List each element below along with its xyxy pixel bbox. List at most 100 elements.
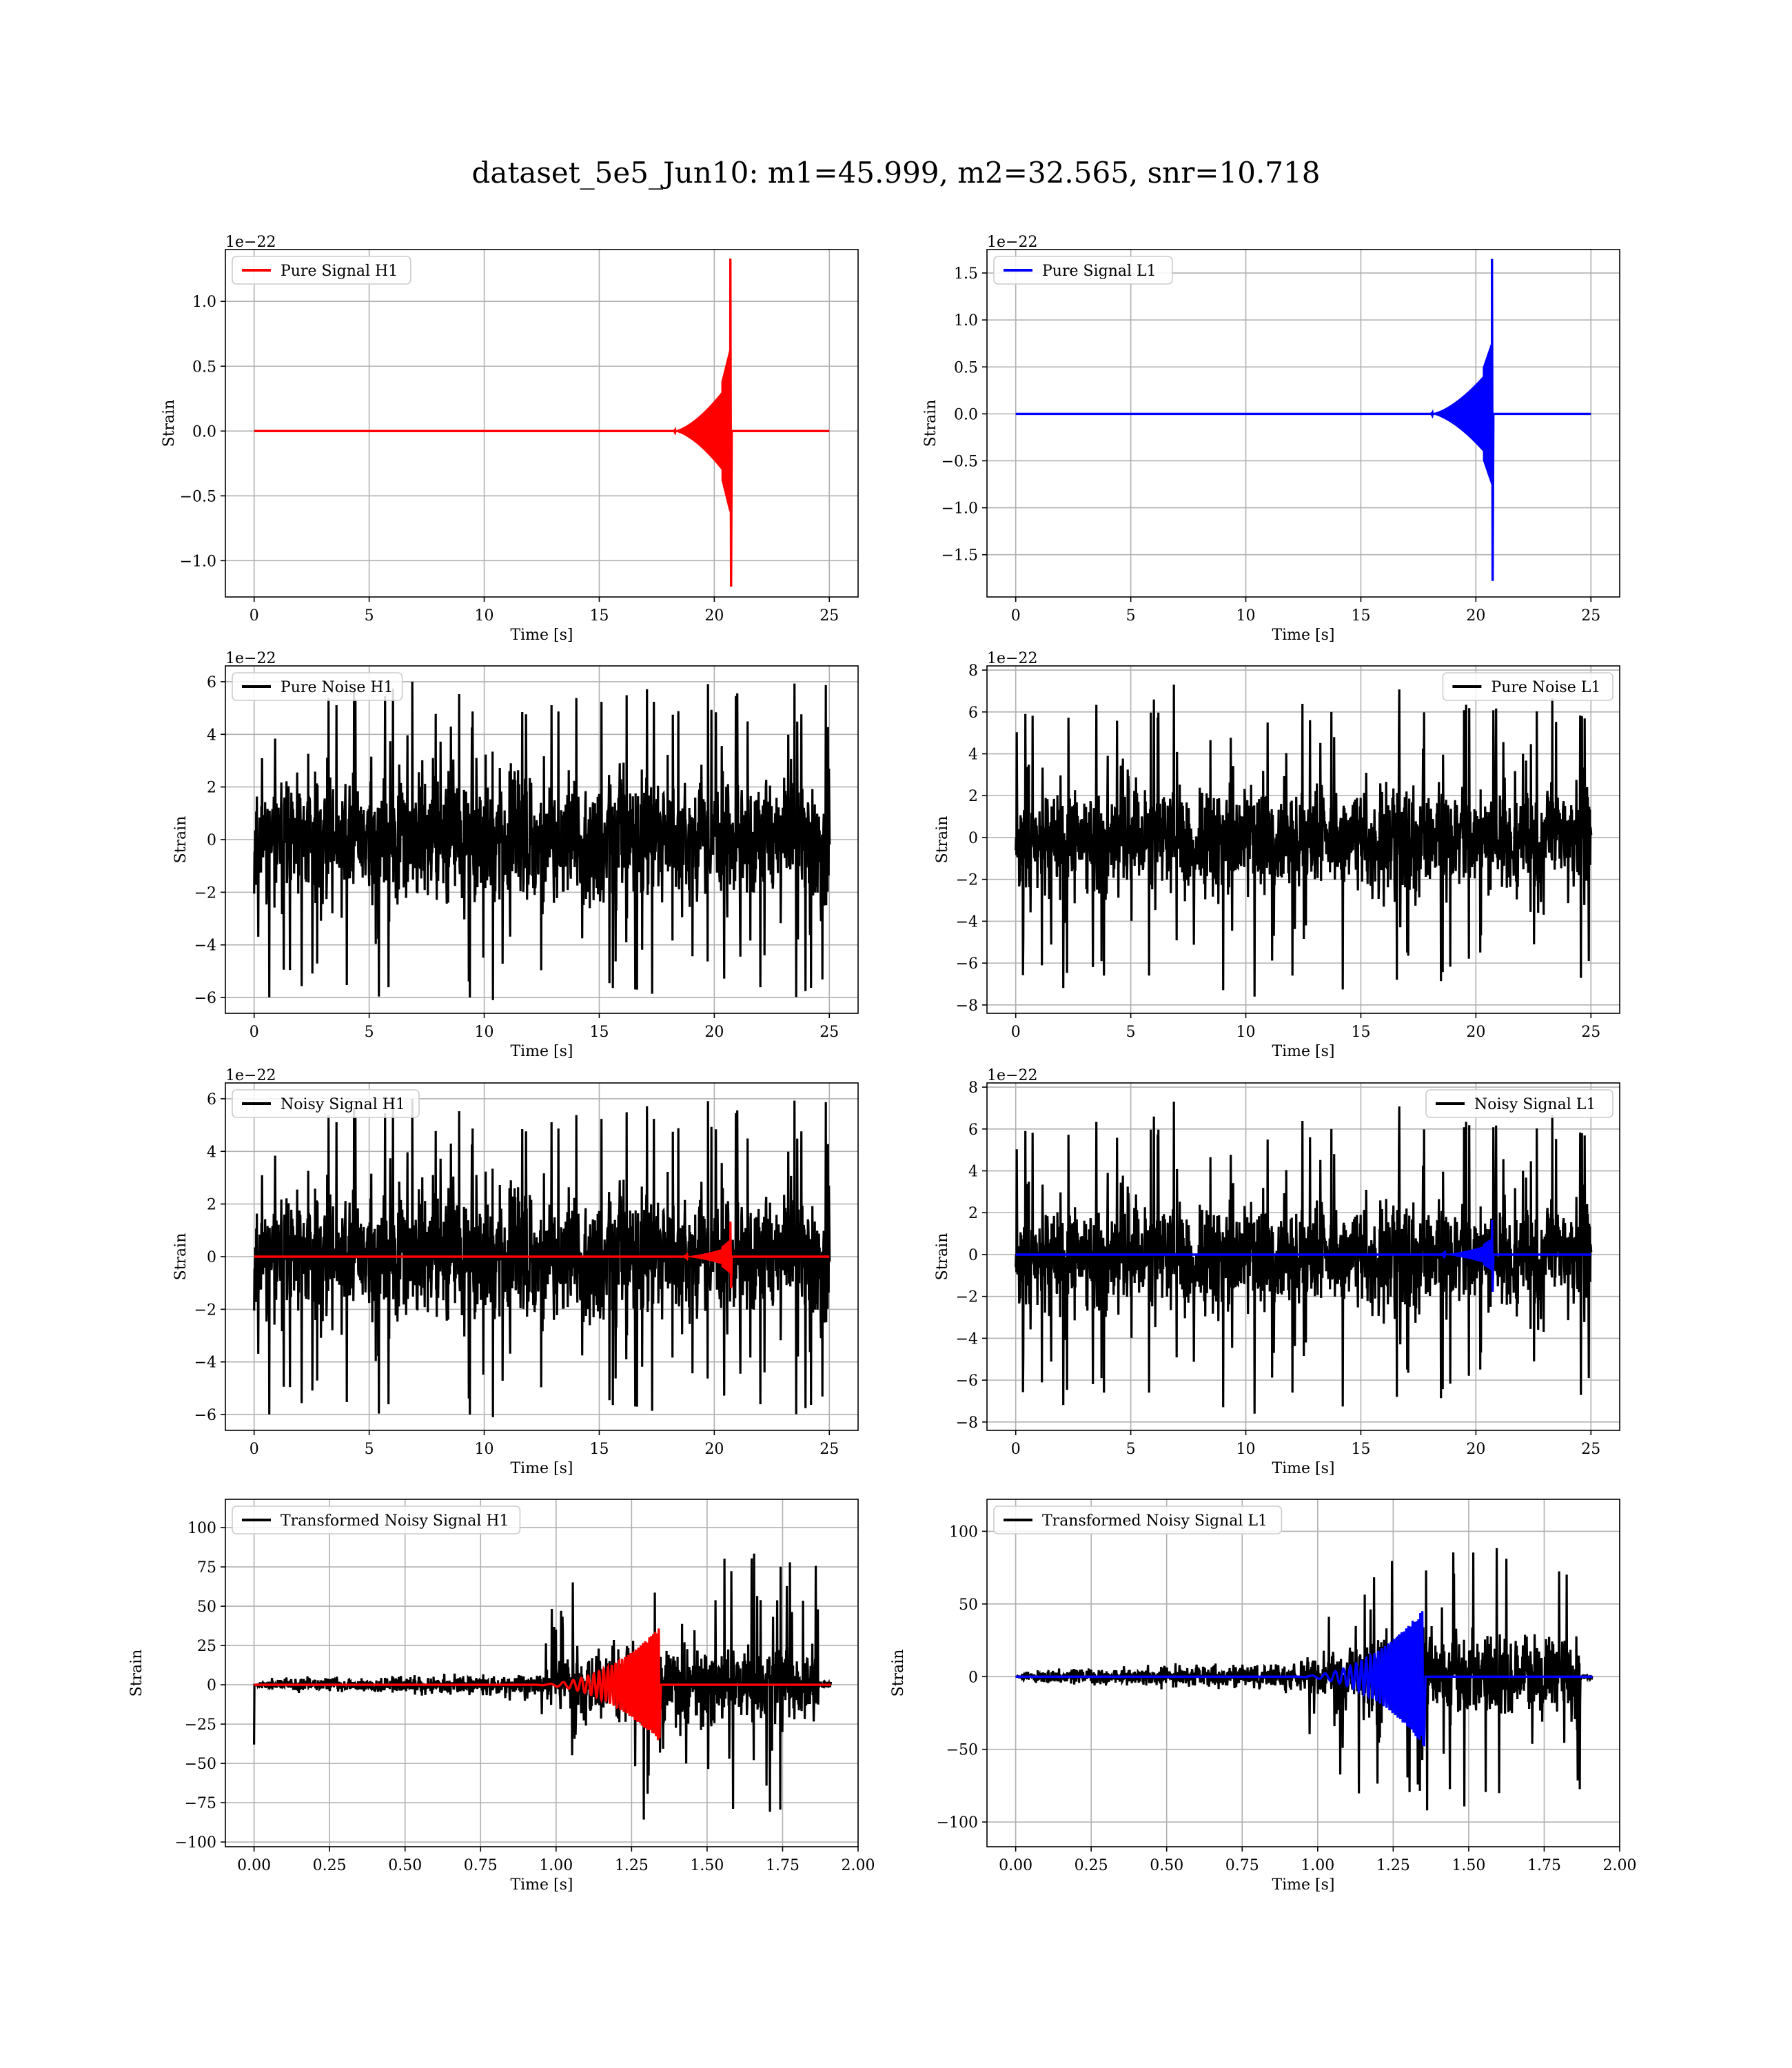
legend: Pure Signal L1 bbox=[993, 256, 1173, 285]
y-tick-label: 2 bbox=[207, 1197, 216, 1214]
x-tick-label: 10 bbox=[475, 607, 494, 625]
y-tick-label: 2 bbox=[207, 780, 216, 797]
x-tick-label: 25 bbox=[819, 1024, 839, 1041]
y-tick-label: 0 bbox=[207, 1249, 216, 1266]
x-axis-label: Time [s] bbox=[510, 627, 573, 644]
series-line-1 bbox=[253, 1553, 833, 1820]
x-tick-label: 1.25 bbox=[1376, 1857, 1410, 1874]
axes-frame bbox=[986, 1082, 1620, 1431]
series-line-1 bbox=[253, 681, 831, 1000]
x-axis-label: Time [s] bbox=[1272, 1460, 1334, 1477]
legend-box bbox=[232, 256, 411, 285]
x-tick-label: 20 bbox=[704, 607, 724, 625]
y-tick-label: −6 bbox=[194, 990, 216, 1007]
x-tick-label: 25 bbox=[819, 607, 839, 625]
x-tick-label: 25 bbox=[1581, 607, 1600, 625]
legend-box bbox=[993, 256, 1173, 285]
figure-title: dataset_5e5_Jun10: m1=45.999, m2=32.565,… bbox=[471, 156, 1321, 190]
y-tick-label: 4 bbox=[968, 1164, 978, 1181]
axes-frame bbox=[986, 249, 1620, 598]
y-tick-label: −50 bbox=[946, 1742, 978, 1759]
legend-label: Noisy Signal L1 bbox=[1474, 1096, 1596, 1113]
y-tick-label: −4 bbox=[956, 913, 978, 931]
plot-area bbox=[253, 1553, 833, 1820]
legend-label: Transformed Noisy Signal L1 bbox=[1042, 1512, 1267, 1530]
y-axis-label: Strain bbox=[172, 1233, 190, 1281]
x-tick-label: 0.25 bbox=[1075, 1857, 1108, 1874]
y-axis-label: Strain bbox=[161, 400, 178, 447]
legend-label: Pure Noise L1 bbox=[1491, 679, 1600, 696]
x-tick-label: 0.25 bbox=[313, 1857, 347, 1874]
legend: Pure Noise L1 bbox=[1442, 672, 1613, 701]
y-axis-label: Strain bbox=[934, 1233, 951, 1281]
y-tick-label: −6 bbox=[194, 1407, 216, 1424]
y-tick-label: 1.5 bbox=[954, 265, 978, 283]
y-tick-label: −6 bbox=[956, 1372, 978, 1390]
x-tick-label: 20 bbox=[1466, 1024, 1485, 1041]
x-tick-label: 10 bbox=[475, 1024, 494, 1041]
y-tick-label: 0 bbox=[968, 1669, 978, 1686]
legend-box bbox=[1425, 1089, 1613, 1118]
x-tick-label: 0 bbox=[1011, 1441, 1021, 1458]
x-tick-label: 10 bbox=[1236, 1441, 1256, 1458]
legend-label: Pure Signal L1 bbox=[1042, 263, 1157, 280]
x-tick-label: 20 bbox=[1466, 1441, 1485, 1458]
plot-area bbox=[1015, 258, 1591, 581]
x-tick-label: 15 bbox=[1351, 1441, 1370, 1458]
chart-panel-2: 0 5 10 15 20 25 −1.5 −1.0 −0.5 0.0 0.5 1.0 1.5 Time [… bbox=[922, 234, 1620, 644]
y-tick-label: 0 bbox=[207, 1677, 216, 1694]
x-tick-label: 5 bbox=[1126, 1024, 1136, 1041]
legend-box bbox=[993, 1506, 1283, 1534]
offset-label: 1e−22 bbox=[987, 650, 1037, 667]
plot-area bbox=[253, 681, 831, 1000]
y-axis-label: Strain bbox=[934, 816, 951, 864]
offset-label: 1e−22 bbox=[225, 1067, 276, 1084]
legend-box bbox=[232, 1506, 521, 1534]
legend-box bbox=[232, 672, 403, 701]
plot-area bbox=[253, 1098, 831, 1417]
x-tick-label: 20 bbox=[704, 1441, 724, 1458]
y-axis-label: Strain bbox=[922, 400, 939, 447]
x-axis-label: Time [s] bbox=[1272, 1043, 1334, 1060]
plot-area bbox=[1015, 685, 1593, 997]
y-tick-label: −0.5 bbox=[180, 488, 216, 505]
x-tick-label: 15 bbox=[1351, 607, 1370, 625]
y-tick-label: −75 bbox=[185, 1795, 216, 1812]
series-line-1 bbox=[253, 1098, 831, 1417]
legend: Noisy Signal H1 bbox=[232, 1089, 420, 1118]
axes-frame bbox=[986, 1499, 1620, 1847]
y-tick-label: 0.5 bbox=[954, 359, 978, 376]
x-tick-label: 10 bbox=[1236, 1024, 1256, 1041]
offset-label: 1e−22 bbox=[225, 234, 276, 251]
y-tick-label: 6 bbox=[968, 704, 978, 722]
x-tick-label: 2.00 bbox=[1603, 1857, 1637, 1874]
y-tick-label: 75 bbox=[197, 1559, 216, 1577]
y-tick-label: −2 bbox=[956, 872, 978, 889]
y-tick-label: 6 bbox=[207, 1091, 216, 1108]
x-axis-label: Time [s] bbox=[510, 1043, 573, 1060]
chart-panel-4: 0 5 10 15 20 25 −8 −6 −4 −2 0 2 4 6 8 Time [s] Strain 1e−… bbox=[934, 650, 1620, 1060]
y-tick-label: −50 bbox=[185, 1756, 216, 1773]
series-line-1 bbox=[1015, 1548, 1594, 1811]
x-tick-label: 0.50 bbox=[388, 1857, 422, 1874]
y-tick-label: 25 bbox=[197, 1638, 216, 1655]
y-tick-label: −100 bbox=[937, 1814, 978, 1832]
y-tick-label: 8 bbox=[968, 662, 978, 680]
x-tick-label: 0 bbox=[250, 1441, 259, 1458]
series-line-1 bbox=[254, 258, 830, 587]
x-tick-label: 1.00 bbox=[1301, 1857, 1334, 1874]
y-tick-label: 6 bbox=[968, 1122, 978, 1139]
offset-label: 1e−22 bbox=[987, 234, 1037, 251]
x-tick-label: 1.50 bbox=[1452, 1857, 1485, 1874]
x-axis-label: Time [s] bbox=[510, 1876, 573, 1894]
x-tick-label: 5 bbox=[1126, 607, 1136, 625]
x-tick-label: 25 bbox=[1581, 1441, 1600, 1458]
series-line-2 bbox=[254, 1221, 830, 1288]
x-tick-label: 0.50 bbox=[1150, 1857, 1183, 1874]
x-tick-label: 0 bbox=[250, 607, 259, 625]
offset-label: 1e−22 bbox=[225, 650, 276, 667]
x-axis-label: Time [s] bbox=[1272, 1876, 1334, 1894]
x-tick-label: 1.50 bbox=[690, 1857, 724, 1874]
legend-label: Pure Noise H1 bbox=[281, 679, 394, 696]
legend-label: Pure Signal H1 bbox=[281, 263, 398, 280]
